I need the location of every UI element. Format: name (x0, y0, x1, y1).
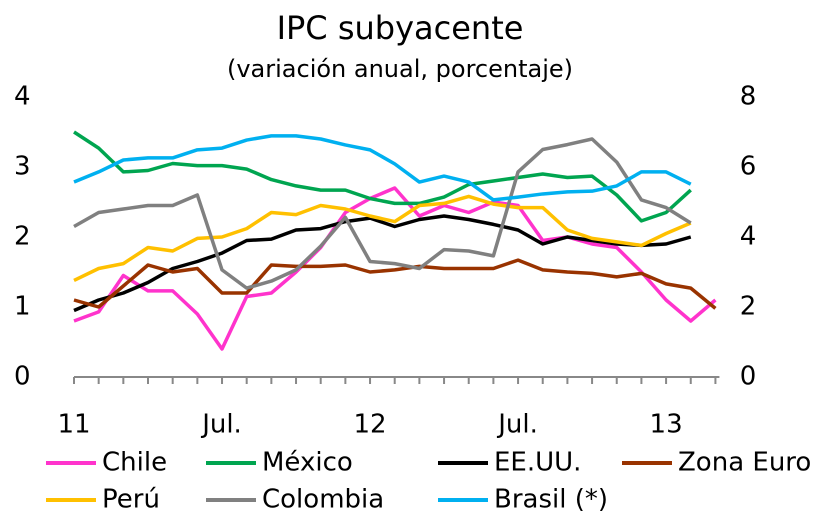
legend-label: Chile (102, 448, 167, 478)
chart-subtitle: (variación anual, porcentaje) (227, 55, 573, 83)
legend-label: Perú (102, 485, 160, 515)
legend-label: México (262, 448, 353, 478)
y-tick-label: 3 (14, 152, 31, 182)
legend-label: Brasil (*) (494, 485, 608, 515)
y-tick-label: 2 (14, 222, 31, 252)
legend-label: EE.UU. (494, 448, 581, 478)
y-tick-label: 0 (14, 362, 31, 392)
series-line (73, 130, 692, 223)
series-line (73, 258, 717, 310)
series-line (73, 186, 717, 351)
series-line (73, 214, 692, 313)
legend-label: Colombia (262, 485, 384, 515)
x-tick-label: 11 (57, 410, 90, 440)
y2-tick-label: 8 (740, 82, 757, 112)
series-line (73, 194, 692, 282)
y2-tick-label: 4 (740, 222, 757, 252)
x-tick-label: Jul. (200, 410, 242, 440)
legend-label: Zona Euro (678, 448, 811, 478)
x-tick-label: 13 (650, 410, 683, 440)
chart-title: IPC subyacente (277, 9, 524, 47)
x-tick-label: 12 (353, 410, 386, 440)
x-tick-label: Jul. (496, 410, 538, 440)
y2-tick-label: 2 (740, 292, 757, 322)
series-line (73, 134, 692, 202)
y2-tick-label: 6 (740, 152, 757, 182)
y-tick-label: 4 (14, 82, 31, 112)
y-tick-label: 1 (14, 292, 31, 322)
y2-tick-label: 0 (740, 362, 757, 392)
series-line (73, 137, 692, 290)
